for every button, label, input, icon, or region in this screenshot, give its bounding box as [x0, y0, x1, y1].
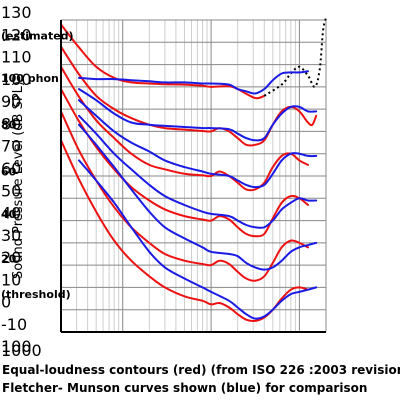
caption-line-2: Fletcher- Munson curves shown (blue) for… — [2, 381, 367, 395]
iso-226-curve-6 — [60, 139, 309, 323]
phon-label: 60 — [1, 166, 17, 179]
y-tick-label: 30 — [1, 226, 21, 245]
axes — [60, 20, 326, 333]
fletcher-munson-curve-7 — [78, 70, 309, 95]
y-tick-label: 70 — [1, 137, 21, 156]
phon-labels: (estimated) 100 phon 80 60 40 20 (threshold) — [1, 30, 74, 302]
phon-label: (threshold) — [1, 288, 71, 301]
y-tick-label: 130 — [1, 3, 32, 22]
fletcher-munson-curve-9 — [78, 99, 318, 189]
iso-226-curve-2 — [60, 45, 318, 147]
phon-label: 20 — [1, 253, 17, 266]
phon-label: 80 — [1, 119, 17, 132]
y-tick-label: 50 — [1, 181, 21, 200]
series-layer — [60, 17, 327, 323]
fletcher-munson-curve-10 — [78, 114, 318, 229]
iso-226-curve-5 — [60, 110, 309, 282]
iso-226-curve-estimated-1 — [263, 17, 327, 97]
y-tick-label: 110 — [1, 48, 32, 67]
y-tick-label: 0 — [1, 293, 11, 312]
fletcher-munson-curve-11 — [78, 123, 318, 271]
y-tick-label: 100 — [1, 70, 32, 89]
phon-label: 100 phon — [1, 72, 59, 85]
x-tick-label: 100 — [1, 337, 32, 356]
iso-226-curve-3 — [60, 65, 309, 192]
caption-line-1: Equal-loudness contours (red) (from ISO … — [2, 363, 400, 377]
fletcher-munson-curve-12 — [78, 159, 318, 320]
y-tick-label: 20 — [1, 248, 21, 267]
phon-label: 40 — [1, 208, 17, 221]
y-tick-label: 90 — [1, 92, 21, 111]
phon-label: (estimated) — [1, 30, 74, 43]
y-tick-label: -10 — [1, 315, 27, 334]
y-tick-label: 10 — [1, 270, 21, 289]
fletcher-munson-curve-8 — [78, 88, 318, 142]
y-tick-labels: -10 0 10 20 30 40 50 60 70 80 90 100 110 120 130 — [1, 3, 32, 334]
y-tick-label: 80 — [1, 114, 21, 133]
y-tick-label: 40 — [1, 204, 21, 223]
y-tick-label: 120 — [1, 25, 32, 44]
y-tick-label: 60 — [1, 159, 21, 178]
y-axis-label: Sound Pressure Level (dB SPL) — [11, 81, 26, 279]
x-tick-label: 1000 — [1, 341, 42, 360]
grid — [60, 19, 327, 333]
